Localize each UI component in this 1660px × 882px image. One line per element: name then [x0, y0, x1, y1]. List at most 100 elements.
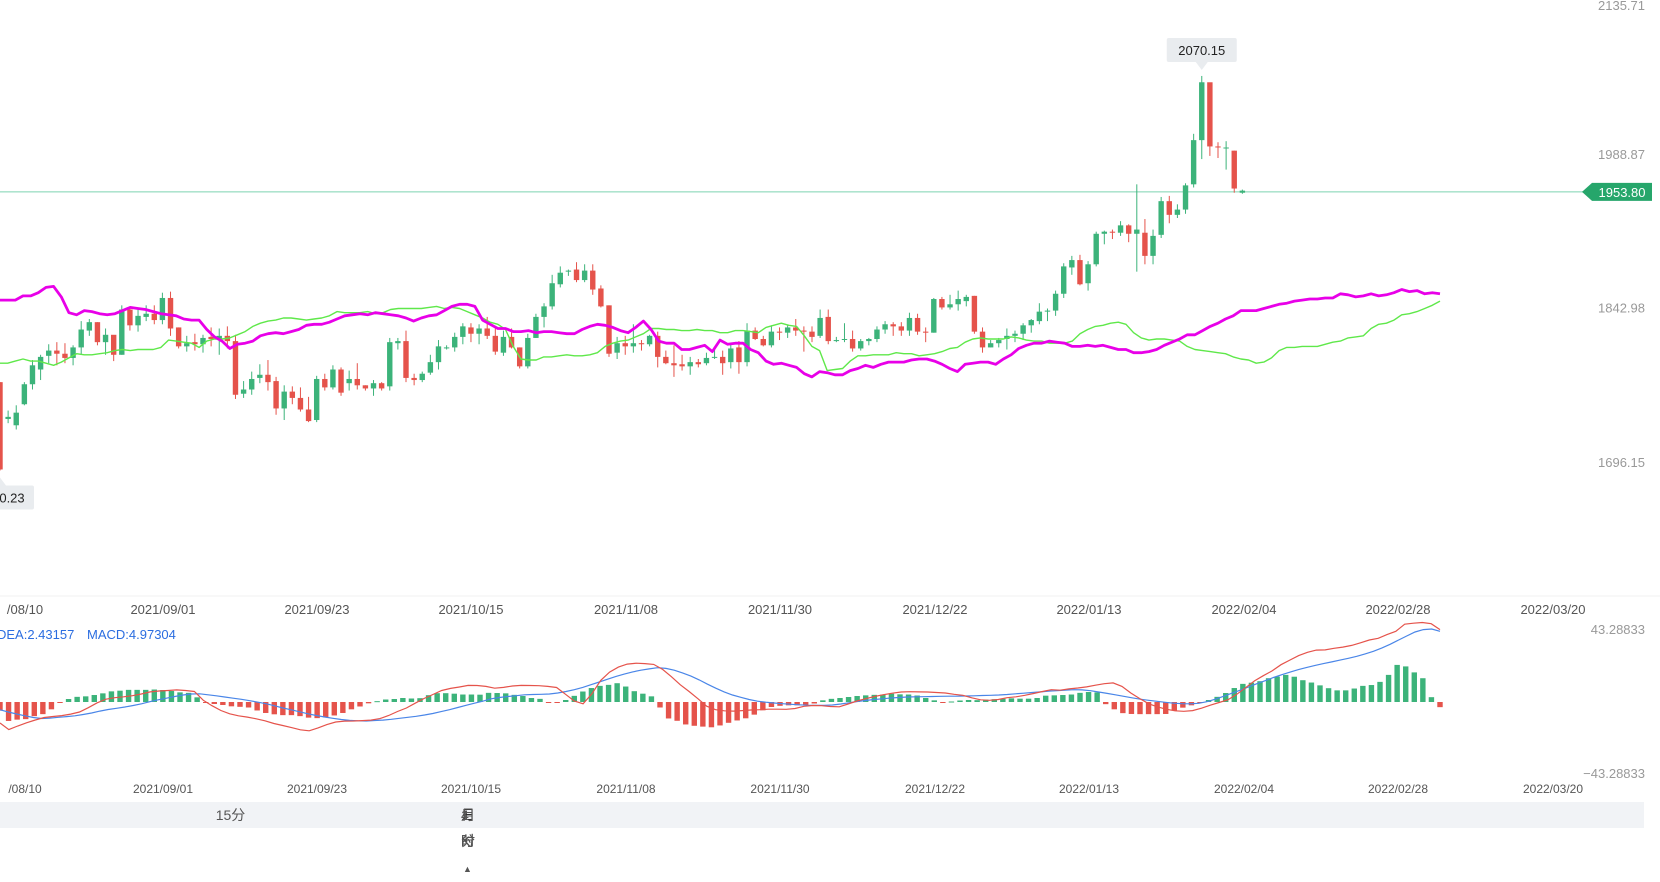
candle-body	[460, 326, 466, 337]
candle-body	[1215, 146, 1221, 148]
candle-body	[630, 343, 637, 347]
candle-body	[443, 347, 450, 349]
macd-bar	[1248, 682, 1255, 702]
macd-bar	[348, 702, 355, 710]
main-date-label: 2021/11/08	[594, 602, 658, 617]
macd-bar	[1223, 693, 1229, 702]
low-callout-pointer	[0, 477, 6, 486]
macd-bar	[871, 694, 877, 702]
candle-body	[590, 270, 596, 290]
macd-bar	[1420, 678, 1426, 702]
candle-body	[882, 324, 888, 330]
macd-bar	[1154, 702, 1160, 715]
macd-date-label: 2022/02/04	[1214, 782, 1274, 796]
candle-body	[809, 331, 815, 337]
candle-body	[922, 331, 929, 333]
macd-lines	[0, 621, 1441, 732]
candle-body	[760, 338, 766, 346]
macd-bar	[545, 702, 552, 703]
candle-body	[695, 362, 702, 365]
macd-bar	[948, 701, 955, 703]
candle-body	[387, 342, 393, 387]
price-axis-label: 1988.87	[1598, 147, 1645, 162]
candle-body	[1085, 264, 1091, 284]
macd-bar	[1077, 692, 1083, 702]
macd-bar	[185, 692, 192, 702]
tab-15m[interactable]: 15分	[0, 802, 461, 828]
candle-body	[614, 343, 620, 353]
macd-bar	[374, 701, 380, 703]
candle-body	[370, 383, 377, 389]
price-axis-label: 1696.15	[1598, 455, 1645, 470]
macd-bar	[905, 694, 912, 702]
macd-bar	[563, 700, 569, 702]
macd-bar	[794, 702, 800, 706]
macd-bar	[331, 702, 337, 716]
candle-body	[346, 378, 352, 384]
macd-date-label: 2021/10/15	[441, 782, 501, 796]
macd-bar	[365, 702, 372, 704]
candle-body	[143, 313, 149, 317]
candle-body	[192, 342, 198, 345]
macd-bar	[631, 691, 637, 702]
main-date-label: 2021/09/01	[130, 602, 195, 617]
candle-body	[1199, 82, 1205, 141]
candle-body	[849, 338, 856, 349]
macd-bar	[305, 702, 312, 718]
candle-body	[468, 327, 474, 334]
macd-date-label: 2021/11/08	[596, 782, 655, 796]
candle-body	[200, 337, 206, 345]
candle-body	[94, 322, 101, 343]
candle-body	[1020, 325, 1026, 334]
candle-body	[987, 343, 994, 348]
macd-bar	[65, 699, 72, 702]
candle-body	[249, 378, 255, 390]
macd-bar	[965, 700, 972, 702]
candle-body	[0, 382, 3, 470]
macd-date-label: 2021/12/22	[905, 782, 965, 796]
candle-body	[679, 364, 685, 367]
macd-bar	[803, 702, 809, 706]
candle-body	[54, 350, 60, 354]
macd-bar	[383, 699, 389, 702]
macd-bar	[143, 689, 149, 702]
candle-body	[70, 347, 76, 358]
candle-body	[606, 305, 612, 354]
candle-body	[419, 373, 425, 381]
candle-body	[1101, 231, 1108, 234]
candle-body	[858, 341, 864, 349]
candle-body	[752, 330, 758, 339]
macd-bar	[957, 700, 963, 702]
macd-bar	[897, 694, 903, 702]
macd-bar	[820, 700, 826, 702]
candle-body	[1174, 209, 1181, 215]
candle-body	[898, 326, 905, 331]
caret-up-icon[interactable]: ▲	[463, 864, 472, 874]
candle-body	[736, 347, 742, 363]
macd-bar	[1360, 685, 1366, 702]
main-date-label: 2022/02/04	[1211, 602, 1276, 617]
candle-body	[581, 270, 588, 281]
candle-body	[135, 315, 141, 326]
candle-body	[671, 363, 677, 366]
candle-body	[1036, 311, 1043, 322]
candle-body	[378, 383, 385, 389]
macd-date-label: /08/10	[8, 782, 42, 796]
moving-average-lines	[0, 285, 1441, 379]
candle-body	[1109, 231, 1116, 233]
macd-bar	[1368, 685, 1375, 702]
macd-bar	[811, 702, 817, 704]
main-date-label: 2021/11/30	[748, 602, 812, 617]
macd-bar	[528, 698, 535, 702]
macd-bar	[1351, 688, 1357, 702]
macd-bar	[503, 693, 509, 702]
candle-body	[175, 327, 182, 347]
candle-body	[62, 353, 68, 358]
macd-bar	[1403, 666, 1409, 702]
interval-tab-bar: 15分 1时 4时 日K 月K 1分▲	[0, 802, 1644, 874]
macd-bar	[520, 696, 526, 702]
macd-bar	[108, 691, 115, 702]
candle-body	[931, 299, 937, 333]
candle-body	[273, 381, 279, 409]
candle-body	[646, 335, 653, 345]
